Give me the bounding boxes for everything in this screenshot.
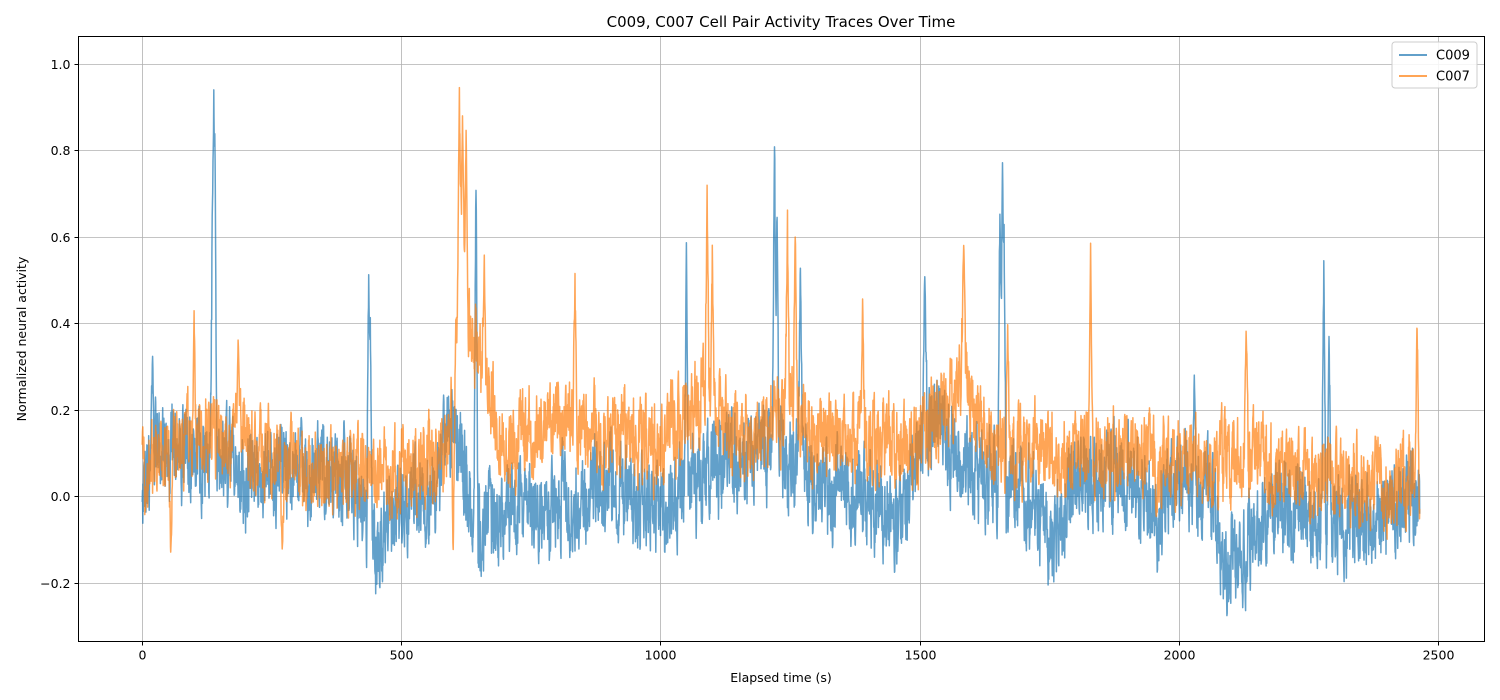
legend: C009 C007 — [1391, 41, 1478, 89]
y-axis-label: Normalized neural activity — [14, 256, 29, 421]
y-tick-label: 0.0 — [51, 489, 71, 504]
x-tick-label: 2500 — [1423, 648, 1455, 663]
y-tick-label: 0.4 — [51, 316, 71, 331]
x-tick-label: 1500 — [905, 648, 937, 663]
x-tick-label: 1000 — [645, 648, 677, 663]
tick-layer: 0 500 1000 1500 2000 2500 −0.2 0.0 0.2 0.4 0.6 0.8 1… — [40, 57, 1454, 663]
legend-label-c009: C009 — [1436, 49, 1470, 64]
y-tick-label: −0.2 — [40, 576, 70, 591]
series-line-c007 — [141, 86, 1421, 553]
x-axis-label: Elapsed time (s) — [730, 670, 832, 685]
legend-label-c007: C007 — [1436, 70, 1470, 85]
y-tick-label: 0.8 — [51, 143, 71, 158]
x-tick-label: 2000 — [1164, 648, 1196, 663]
plot-frame — [78, 36, 1485, 642]
y-tick-label: 0.2 — [51, 403, 71, 418]
series-layer — [141, 86, 1421, 617]
x-tick-label: 500 — [390, 648, 414, 663]
y-tick-label: 1.0 — [51, 57, 71, 72]
chart-title: C009, C007 Cell Pair Activity Traces Ove… — [607, 13, 956, 31]
y-tick-label: 0.6 — [51, 230, 71, 245]
x-tick-label: 0 — [139, 648, 147, 663]
